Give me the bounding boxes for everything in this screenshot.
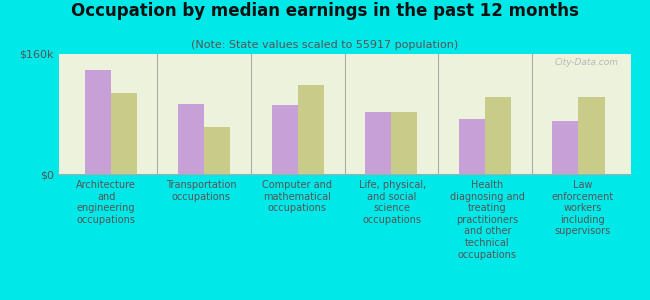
- Text: Occupation by median earnings in the past 12 months: Occupation by median earnings in the pas…: [71, 2, 579, 20]
- Bar: [111, 93, 137, 174]
- Text: (Note: State values scaled to 55917 population): (Note: State values scaled to 55917 popu…: [191, 40, 459, 50]
- Text: Transportation
occupations: Transportation occupations: [166, 180, 237, 202]
- Text: Law
enforcement
workers
including
supervisors: Law enforcement workers including superv…: [552, 180, 614, 236]
- Text: Architecture
and
engineering
occupations: Architecture and engineering occupations: [76, 180, 136, 225]
- Bar: [578, 97, 604, 174]
- Bar: [365, 112, 391, 174]
- Text: City-Data.com: City-Data.com: [555, 58, 619, 67]
- Bar: [298, 85, 324, 174]
- Text: Health
diagnosing and
treating
practitioners
and other
technical
occupations: Health diagnosing and treating practitio…: [450, 180, 525, 260]
- Bar: [272, 105, 298, 174]
- Text: Life, physical,
and social
science
occupations: Life, physical, and social science occup…: [359, 180, 426, 225]
- Bar: [485, 97, 511, 174]
- Bar: [391, 112, 417, 174]
- Bar: [204, 127, 230, 174]
- Bar: [178, 104, 204, 174]
- Bar: [459, 119, 485, 174]
- Bar: [552, 122, 578, 174]
- Text: Computer and
mathematical
occupations: Computer and mathematical occupations: [262, 180, 332, 213]
- Bar: [84, 70, 110, 174]
